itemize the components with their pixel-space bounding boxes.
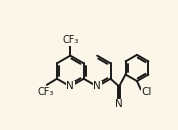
Text: N: N [93,81,101,91]
Text: CF₃: CF₃ [62,35,78,45]
Text: N: N [66,81,74,91]
Text: Cl: Cl [142,87,152,97]
Text: CF₃: CF₃ [38,87,54,97]
Text: N: N [115,99,123,109]
